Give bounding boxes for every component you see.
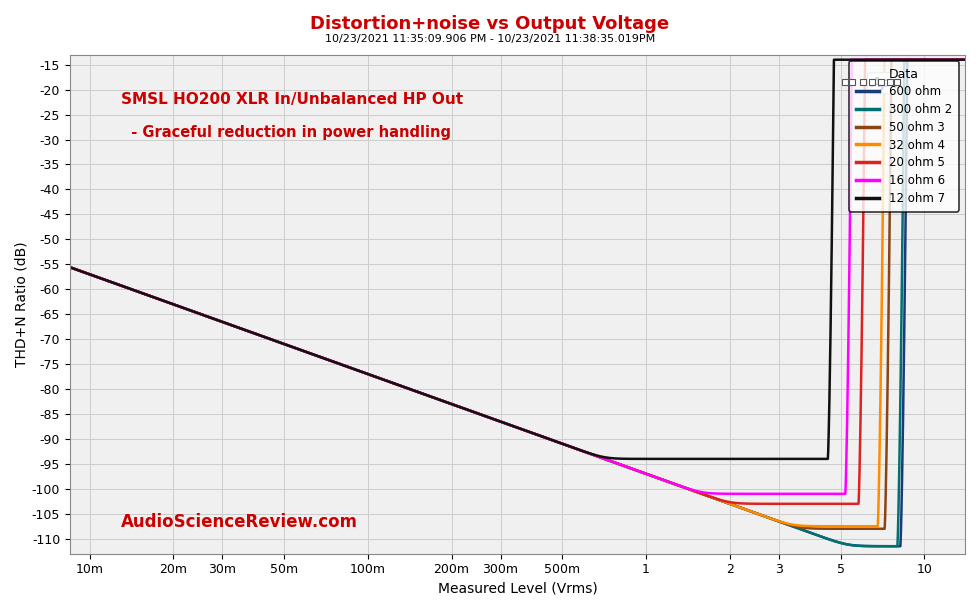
Line: 600 ohm: 600 ohm xyxy=(70,60,965,546)
20 ohm 5 xyxy=(64,263,75,271)
Text: Distortion+noise vs Output Voltage: Distortion+noise vs Output Voltage xyxy=(311,15,669,33)
16 ohm 6 xyxy=(406,386,417,393)
12 ohm 7 xyxy=(732,455,744,463)
600 ohm xyxy=(226,322,238,329)
16 ohm 6 xyxy=(800,490,811,497)
20 ohm 5 xyxy=(601,456,612,463)
300 ohm 2 xyxy=(800,527,811,535)
12 ohm 7 xyxy=(820,455,832,463)
50 ohm 3 xyxy=(886,56,898,64)
20 ohm 5 xyxy=(406,386,417,393)
Line: 50 ohm 3: 50 ohm 3 xyxy=(70,60,965,529)
600 ohm xyxy=(800,527,811,535)
32 ohm 4 xyxy=(959,56,971,64)
600 ohm xyxy=(601,456,612,463)
16 ohm 6 xyxy=(839,490,851,497)
50 ohm 3 xyxy=(406,386,417,393)
Y-axis label: THD+N Ratio (dB): THD+N Ratio (dB) xyxy=(15,241,29,367)
16 ohm 6 xyxy=(846,56,858,64)
300 ohm 2 xyxy=(226,322,238,329)
12 ohm 7 xyxy=(64,263,75,271)
Line: 300 ohm 2: 300 ohm 2 xyxy=(70,60,965,546)
16 ohm 6 xyxy=(959,56,971,64)
600 ohm xyxy=(646,472,658,480)
50 ohm 3 xyxy=(732,503,744,510)
12 ohm 7 xyxy=(406,386,417,393)
32 ohm 4 xyxy=(601,456,612,463)
300 ohm 2 xyxy=(899,56,910,64)
50 ohm 3 xyxy=(601,456,612,463)
32 ohm 4 xyxy=(879,56,891,64)
Line: 12 ohm 7: 12 ohm 7 xyxy=(70,60,965,459)
50 ohm 3 xyxy=(959,56,971,64)
12 ohm 7 xyxy=(828,56,840,64)
12 ohm 7 xyxy=(601,454,612,461)
600 ohm xyxy=(64,263,75,271)
12 ohm 7 xyxy=(646,455,658,463)
32 ohm 4 xyxy=(872,522,884,530)
32 ohm 4 xyxy=(646,472,658,480)
32 ohm 4 xyxy=(64,263,75,271)
50 ohm 3 xyxy=(800,524,811,532)
32 ohm 4 xyxy=(800,522,811,530)
16 ohm 6 xyxy=(64,263,75,271)
50 ohm 3 xyxy=(64,263,75,271)
Line: 16 ohm 6: 16 ohm 6 xyxy=(70,60,965,494)
300 ohm 2 xyxy=(64,263,75,271)
Line: 20 ohm 5: 20 ohm 5 xyxy=(70,60,965,504)
300 ohm 2 xyxy=(646,472,658,480)
16 ohm 6 xyxy=(646,472,658,480)
20 ohm 5 xyxy=(853,500,864,508)
300 ohm 2 xyxy=(732,503,744,510)
300 ohm 2 xyxy=(892,543,904,550)
Line: 32 ohm 4: 32 ohm 4 xyxy=(70,60,965,526)
32 ohm 4 xyxy=(406,386,417,393)
600 ohm xyxy=(895,543,906,550)
20 ohm 5 xyxy=(800,500,811,508)
20 ohm 5 xyxy=(959,56,971,64)
20 ohm 5 xyxy=(732,499,744,507)
20 ohm 5 xyxy=(859,56,871,64)
50 ohm 3 xyxy=(646,472,658,480)
Text: 10/23/2021 11:35:09.906 PM - 10/23/2021 11:38:35.019PM: 10/23/2021 11:35:09.906 PM - 10/23/2021 … xyxy=(325,34,655,43)
600 ohm xyxy=(902,56,913,64)
12 ohm 7 xyxy=(959,56,971,64)
32 ohm 4 xyxy=(226,322,238,329)
600 ohm xyxy=(959,56,971,64)
50 ohm 3 xyxy=(226,322,238,329)
300 ohm 2 xyxy=(406,386,417,393)
20 ohm 5 xyxy=(646,472,658,480)
Text: Ap: Ap xyxy=(871,76,892,90)
16 ohm 6 xyxy=(601,456,612,463)
300 ohm 2 xyxy=(959,56,971,64)
20 ohm 5 xyxy=(226,322,238,329)
Legend: 600 ohm, 300 ohm 2, 50 ohm 3, 32 ohm 4, 20 ohm 5, 16 ohm 6, 12 ohm 7: 600 ohm, 300 ohm 2, 50 ohm 3, 32 ohm 4, … xyxy=(849,60,959,212)
32 ohm 4 xyxy=(732,503,744,510)
16 ohm 6 xyxy=(732,490,744,497)
12 ohm 7 xyxy=(800,455,811,463)
Text: - Graceful reduction in power handling: - Graceful reduction in power handling xyxy=(122,125,451,139)
50 ohm 3 xyxy=(879,525,891,532)
600 ohm xyxy=(732,503,744,510)
300 ohm 2 xyxy=(601,456,612,463)
X-axis label: Measured Level (Vrms): Measured Level (Vrms) xyxy=(437,582,598,596)
600 ohm xyxy=(406,386,417,393)
Text: AudioScienceReview.com: AudioScienceReview.com xyxy=(122,513,359,532)
Text: SMSL HO200 XLR In/Unbalanced HP Out: SMSL HO200 XLR In/Unbalanced HP Out xyxy=(122,92,464,107)
12 ohm 7 xyxy=(226,322,238,329)
16 ohm 6 xyxy=(226,322,238,329)
